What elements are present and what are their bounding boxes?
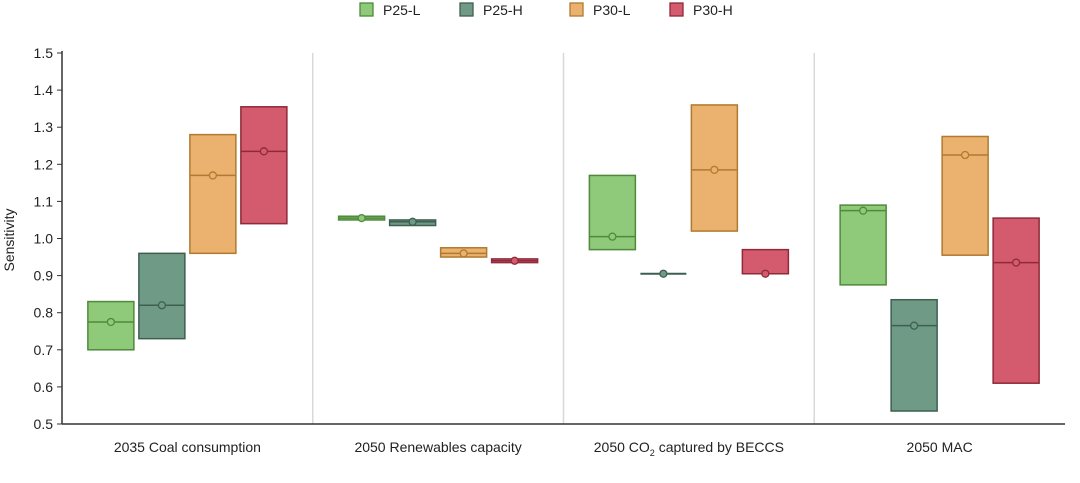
label-part: 2050 Renewables capacity: [354, 439, 521, 455]
median-point: [208, 171, 218, 180]
legend-label: P25-H: [483, 2, 523, 18]
y-tick-label: 1.1: [34, 193, 54, 209]
y-tick-label: 1.5: [34, 45, 54, 61]
legend-swatch-p30-l: [569, 2, 584, 17]
range-box-p30-h: [240, 106, 288, 225]
median-point: [106, 317, 116, 327]
median-point: [157, 301, 167, 310]
legend: P25-L P25-H P30-L P30-H: [359, 2, 733, 18]
median-point: [608, 232, 617, 241]
x-category-label: 2050 Renewables capacity: [354, 439, 521, 455]
y-tick-label: 0.9: [34, 268, 54, 284]
y-tick-label: 0.5: [34, 416, 54, 432]
y-axis-label: Sensitivity: [1, 208, 17, 271]
y-tick-label: 0.6: [34, 379, 54, 395]
x-category-label: 2035 Coal consumption: [114, 439, 261, 455]
range-boxes: [87, 104, 1040, 412]
median-point: [710, 165, 719, 175]
median-point: [459, 249, 468, 258]
legend-label: P25-L: [383, 2, 421, 18]
median-point: [259, 147, 269, 156]
median-point: [357, 213, 366, 223]
label-part: captured by BECCS: [655, 439, 784, 455]
axes: 0.5 0.6 0.7 0.8 0.9 1.0 1.1 1.2 1.3 1.4 1.5 2035 Co…: [34, 45, 1065, 458]
median-point: [960, 150, 970, 160]
legend-label: P30-L: [593, 2, 631, 18]
range-box-p25-l: [839, 204, 887, 286]
range-box-p25-h: [890, 298, 938, 412]
x-category-label: 2050 CO2 captured by BECCS: [594, 439, 784, 458]
legend-swatch-p25-l: [359, 2, 374, 17]
y-tick-label: 0.7: [34, 342, 54, 358]
median-point: [408, 217, 417, 226]
y-tick-label: 1.3: [34, 119, 54, 135]
range-box-p30-l: [189, 133, 237, 255]
legend-swatch-p30-h: [669, 2, 684, 17]
median-point: [761, 269, 770, 278]
range-box-p30-h: [992, 217, 1040, 384]
legend-label: P30-H: [693, 2, 733, 18]
median-point: [510, 256, 519, 265]
subscript: 2: [650, 448, 655, 458]
y-tick-label: 1.0: [34, 231, 54, 247]
legend-swatch-p25-h: [459, 2, 474, 17]
label-part: 2050 CO: [594, 439, 650, 455]
label-part: 2035 Coal consumption: [114, 439, 261, 455]
median-point: [858, 206, 868, 215]
y-tick-label: 0.8: [34, 305, 54, 321]
y-tick-label: 1.4: [34, 82, 54, 98]
label-part: 2050 MAC: [907, 439, 973, 455]
x-category-label: 2050 MAC: [907, 439, 973, 455]
median-point: [659, 269, 668, 278]
range-box-p25-h: [138, 252, 186, 340]
median-point: [909, 321, 919, 330]
panel-dividers: [312, 53, 815, 424]
median-point: [1011, 258, 1021, 267]
y-tick-label: 1.2: [34, 156, 54, 172]
